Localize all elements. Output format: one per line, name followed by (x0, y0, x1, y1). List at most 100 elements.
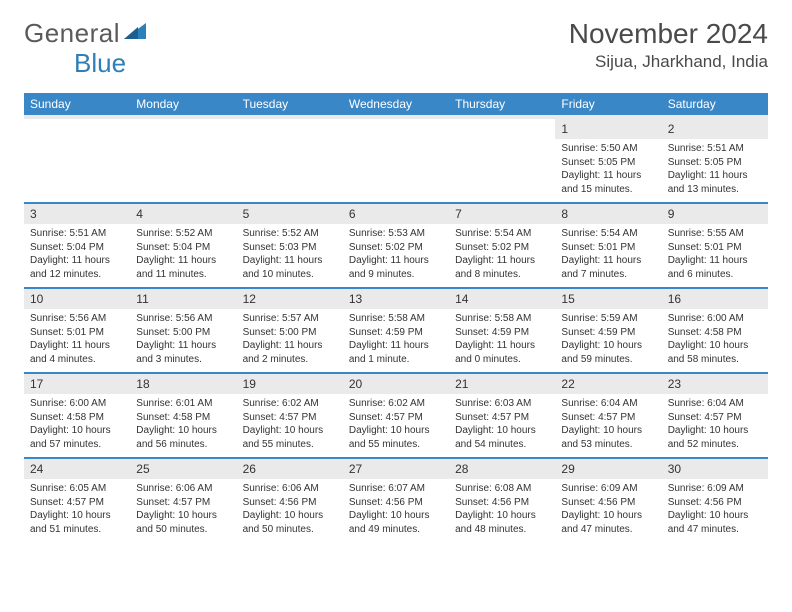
day-detail: Sunrise: 6:01 AMSunset: 4:58 PMDaylight:… (130, 394, 236, 457)
sunset-line: Sunset: 4:59 PM (455, 326, 549, 340)
daylight-line: Daylight: 10 hours and 59 minutes. (561, 339, 655, 366)
day-detail: Sunrise: 5:58 AMSunset: 4:59 PMDaylight:… (343, 309, 449, 372)
daylight-line: Daylight: 10 hours and 47 minutes. (561, 509, 655, 536)
sunrise-line: Sunrise: 6:06 AM (136, 482, 230, 496)
day-number: 17 (24, 374, 130, 394)
day-detail: Sunrise: 6:02 AMSunset: 4:57 PMDaylight:… (237, 394, 343, 457)
col-thursday: Thursday (449, 93, 555, 115)
week-row: 3Sunrise: 5:51 AMSunset: 5:04 PMDaylight… (24, 203, 768, 288)
sunrise-line: Sunrise: 6:06 AM (243, 482, 337, 496)
day-number: 21 (449, 374, 555, 394)
day-cell: 30Sunrise: 6:09 AMSunset: 4:56 PMDayligh… (662, 458, 768, 542)
day-number: 14 (449, 289, 555, 309)
day-number: 22 (555, 374, 661, 394)
day-number: 26 (237, 459, 343, 479)
daylight-line: Daylight: 10 hours and 51 minutes. (30, 509, 124, 536)
sunrise-line: Sunrise: 6:09 AM (668, 482, 762, 496)
daylight-line: Daylight: 11 hours and 0 minutes. (455, 339, 549, 366)
daylight-line: Daylight: 11 hours and 1 minute. (349, 339, 443, 366)
day-cell (130, 119, 236, 203)
logo-text-2: Blue (74, 48, 126, 79)
sunset-line: Sunset: 5:05 PM (561, 156, 655, 170)
sunset-line: Sunset: 4:59 PM (349, 326, 443, 340)
day-number: 28 (449, 459, 555, 479)
sunset-line: Sunset: 4:58 PM (136, 411, 230, 425)
sunset-line: Sunset: 4:56 PM (561, 496, 655, 510)
day-header-row: Sunday Monday Tuesday Wednesday Thursday… (24, 93, 768, 115)
sunrise-line: Sunrise: 5:50 AM (561, 142, 655, 156)
sunrise-line: Sunrise: 5:51 AM (30, 227, 124, 241)
daylight-line: Daylight: 10 hours and 57 minutes. (30, 424, 124, 451)
day-number: 23 (662, 374, 768, 394)
day-cell: 16Sunrise: 6:00 AMSunset: 4:58 PMDayligh… (662, 288, 768, 373)
day-number: 20 (343, 374, 449, 394)
day-number: 4 (130, 204, 236, 224)
day-cell: 18Sunrise: 6:01 AMSunset: 4:58 PMDayligh… (130, 373, 236, 458)
day-detail: Sunrise: 5:54 AMSunset: 5:01 PMDaylight:… (555, 224, 661, 287)
daylight-line: Daylight: 10 hours and 55 minutes. (243, 424, 337, 451)
day-number: 11 (130, 289, 236, 309)
sunset-line: Sunset: 4:56 PM (349, 496, 443, 510)
day-detail: Sunrise: 5:56 AMSunset: 5:01 PMDaylight:… (24, 309, 130, 372)
col-saturday: Saturday (662, 93, 768, 115)
sunrise-line: Sunrise: 6:00 AM (668, 312, 762, 326)
daylight-line: Daylight: 10 hours and 53 minutes. (561, 424, 655, 451)
sunrise-line: Sunrise: 5:54 AM (561, 227, 655, 241)
sunset-line: Sunset: 4:57 PM (561, 411, 655, 425)
sunset-line: Sunset: 4:57 PM (136, 496, 230, 510)
day-cell: 21Sunrise: 6:03 AMSunset: 4:57 PMDayligh… (449, 373, 555, 458)
day-detail: Sunrise: 5:58 AMSunset: 4:59 PMDaylight:… (449, 309, 555, 372)
sunset-line: Sunset: 5:01 PM (30, 326, 124, 340)
day-number: 13 (343, 289, 449, 309)
day-cell: 11Sunrise: 5:56 AMSunset: 5:00 PMDayligh… (130, 288, 236, 373)
day-cell: 12Sunrise: 5:57 AMSunset: 5:00 PMDayligh… (237, 288, 343, 373)
sunrise-line: Sunrise: 5:58 AM (349, 312, 443, 326)
calendar-body: 1Sunrise: 5:50 AMSunset: 5:05 PMDaylight… (24, 119, 768, 542)
day-number: 2 (662, 119, 768, 139)
sunset-line: Sunset: 4:58 PM (30, 411, 124, 425)
logo: General (24, 18, 148, 49)
sunset-line: Sunset: 5:04 PM (136, 241, 230, 255)
daylight-line: Daylight: 11 hours and 12 minutes. (30, 254, 124, 281)
sunrise-line: Sunrise: 6:02 AM (243, 397, 337, 411)
title-block: November 2024 Sijua, Jharkhand, India (569, 18, 768, 72)
daylight-line: Daylight: 10 hours and 49 minutes. (349, 509, 443, 536)
day-cell: 15Sunrise: 5:59 AMSunset: 4:59 PMDayligh… (555, 288, 661, 373)
day-cell: 5Sunrise: 5:52 AMSunset: 5:03 PMDaylight… (237, 203, 343, 288)
day-detail: Sunrise: 6:02 AMSunset: 4:57 PMDaylight:… (343, 394, 449, 457)
month-title: November 2024 (569, 18, 768, 50)
daylight-line: Daylight: 10 hours and 56 minutes. (136, 424, 230, 451)
day-cell: 20Sunrise: 6:02 AMSunset: 4:57 PMDayligh… (343, 373, 449, 458)
day-cell: 3Sunrise: 5:51 AMSunset: 5:04 PMDaylight… (24, 203, 130, 288)
daylight-line: Daylight: 10 hours and 54 minutes. (455, 424, 549, 451)
day-cell: 23Sunrise: 6:04 AMSunset: 4:57 PMDayligh… (662, 373, 768, 458)
day-number: 6 (343, 204, 449, 224)
sunset-line: Sunset: 5:01 PM (668, 241, 762, 255)
daylight-line: Daylight: 10 hours and 48 minutes. (455, 509, 549, 536)
sunset-line: Sunset: 5:02 PM (349, 241, 443, 255)
day-number: 24 (24, 459, 130, 479)
daylight-line: Daylight: 11 hours and 8 minutes. (455, 254, 549, 281)
sunrise-line: Sunrise: 5:56 AM (30, 312, 124, 326)
day-detail: Sunrise: 5:55 AMSunset: 5:01 PMDaylight:… (662, 224, 768, 287)
sunrise-line: Sunrise: 6:03 AM (455, 397, 549, 411)
sunrise-line: Sunrise: 6:02 AM (349, 397, 443, 411)
location-label: Sijua, Jharkhand, India (569, 52, 768, 72)
week-row: 10Sunrise: 5:56 AMSunset: 5:01 PMDayligh… (24, 288, 768, 373)
sunset-line: Sunset: 5:00 PM (136, 326, 230, 340)
sunset-line: Sunset: 4:57 PM (349, 411, 443, 425)
sunrise-line: Sunrise: 6:05 AM (30, 482, 124, 496)
day-detail: Sunrise: 5:57 AMSunset: 5:00 PMDaylight:… (237, 309, 343, 372)
day-detail: Sunrise: 6:04 AMSunset: 4:57 PMDaylight:… (662, 394, 768, 457)
day-cell (24, 119, 130, 203)
daylight-line: Daylight: 10 hours and 47 minutes. (668, 509, 762, 536)
day-cell: 7Sunrise: 5:54 AMSunset: 5:02 PMDaylight… (449, 203, 555, 288)
day-cell: 24Sunrise: 6:05 AMSunset: 4:57 PMDayligh… (24, 458, 130, 542)
daylight-line: Daylight: 11 hours and 10 minutes. (243, 254, 337, 281)
day-detail: Sunrise: 5:54 AMSunset: 5:02 PMDaylight:… (449, 224, 555, 287)
day-cell (237, 119, 343, 203)
day-detail: Sunrise: 6:05 AMSunset: 4:57 PMDaylight:… (24, 479, 130, 542)
day-detail: Sunrise: 6:00 AMSunset: 4:58 PMDaylight:… (662, 309, 768, 372)
daylight-line: Daylight: 10 hours and 58 minutes. (668, 339, 762, 366)
col-monday: Monday (130, 93, 236, 115)
